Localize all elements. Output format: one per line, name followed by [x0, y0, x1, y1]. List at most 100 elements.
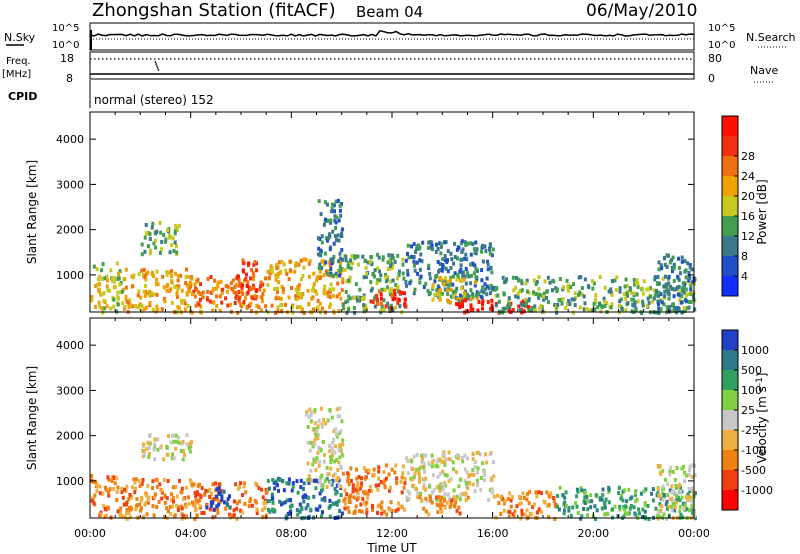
power-cell-1434 — [676, 292, 680, 297]
velocity-cell-515 — [329, 460, 333, 464]
velocity-cell-653 — [346, 505, 350, 510]
velocity-cell-54 — [107, 490, 111, 495]
velocity-cell-1231 — [691, 463, 695, 467]
velocity-cell-45 — [104, 487, 108, 492]
power-cell-2 — [95, 267, 99, 272]
power-cell-747 — [344, 258, 348, 263]
power-cell-138 — [154, 281, 158, 286]
power-cell-445 — [287, 277, 291, 282]
velocity-cell-1157 — [601, 493, 605, 497]
velocity-cell-549 — [330, 446, 334, 451]
velocity-cell-564 — [328, 408, 332, 412]
velocity-cell-901 — [473, 489, 477, 494]
power-cell-1493 — [657, 260, 661, 265]
power-cell-425 — [281, 290, 285, 295]
velocity-cell-1014 — [508, 491, 512, 496]
velocity-cell-863 — [464, 498, 468, 503]
power-cell-1427 — [667, 281, 671, 286]
power-cell-580 — [322, 222, 326, 227]
velocity-cell-831 — [408, 491, 411, 496]
velocity-cell-100 — [162, 477, 166, 482]
velocity-cell-1236 — [674, 483, 678, 488]
power-cell-845 — [459, 267, 463, 272]
power-cell-393 — [301, 274, 305, 278]
power-cell-1122 — [465, 309, 468, 314]
velocity-cell-320 — [195, 490, 199, 495]
velocity-cell-361 — [209, 503, 213, 508]
power-cell-200 — [173, 231, 177, 236]
power-cell-331 — [196, 277, 200, 282]
power-cell-1084 — [433, 292, 437, 297]
power-cell-794 — [379, 301, 383, 306]
power-cell-1180 — [670, 308, 674, 313]
power-cell-43 — [106, 278, 109, 283]
velocity-cell-1051 — [664, 502, 668, 507]
power-cell-18 — [102, 291, 106, 296]
velocity-cell-903 — [471, 452, 475, 456]
velocity-cell-116 — [131, 485, 134, 490]
velocity-colorbar-label-0: -1000 — [741, 484, 773, 497]
power-cell-1245 — [646, 296, 650, 301]
power-cell-684 — [389, 261, 393, 266]
velocity-cell-907 — [476, 466, 480, 471]
velocity-cell-236 — [239, 508, 243, 513]
velocity-cell-114 — [144, 491, 148, 496]
power-cell-1069 — [449, 287, 453, 292]
velocity-cell-92 — [178, 478, 181, 483]
velocity-cell-66 — [96, 484, 100, 489]
power-cell-988 — [453, 241, 457, 246]
power-cell-1454 — [684, 299, 688, 304]
power-cell-730 — [401, 262, 405, 267]
power-cell-1513 — [687, 270, 691, 275]
power-cell-212 — [143, 235, 147, 240]
power-cell-587 — [338, 256, 342, 261]
velocity-cell-1113 — [629, 504, 633, 508]
velocity-cell-740 — [390, 467, 394, 472]
power-cell-120 — [162, 285, 166, 290]
velocity-cell-699 — [355, 467, 359, 472]
velocity-cell-19 — [119, 506, 123, 511]
power-cell-499 — [295, 297, 299, 302]
freq-dip-dot-3 — [156, 67, 159, 69]
power-cell-47 — [102, 298, 106, 303]
velocity-cell-53 — [91, 496, 94, 501]
freq-tick-bottom: 8 — [66, 72, 73, 85]
freq-panel-frame — [89, 51, 695, 80]
power-cell-998 — [443, 278, 447, 283]
velocity-cell-463 — [334, 501, 338, 506]
power-cell-215 — [172, 248, 176, 253]
power-cell-727 — [401, 257, 405, 262]
velocity-cell-724 — [362, 466, 366, 471]
velocity-cell-370 — [320, 514, 324, 519]
power-cell-150 — [132, 273, 136, 278]
power-cell-62 — [113, 284, 117, 289]
velocity-cell-1183 — [675, 498, 679, 503]
power-cell-144 — [188, 289, 192, 294]
power-cell-164 — [147, 289, 151, 294]
power-cell-1464 — [663, 262, 667, 267]
power-cell-553 — [312, 271, 316, 276]
velocity-cell-57 — [125, 502, 128, 507]
power-cell-1332 — [562, 285, 565, 290]
power-cell-86 — [179, 273, 183, 278]
velocity-cell-736 — [384, 476, 388, 481]
power-cell-132 — [183, 307, 187, 312]
velocity-cell-278 — [235, 506, 239, 511]
velocity-cell-1153 — [642, 489, 646, 494]
power-cell-790 — [393, 292, 397, 297]
power-cell-301 — [259, 284, 263, 289]
velocity-cell-350 — [217, 502, 221, 507]
velocity-cell-488 — [314, 507, 318, 512]
power-cell-777 — [344, 254, 348, 259]
power-cell-410 — [329, 289, 332, 294]
power-cell-1453 — [657, 267, 661, 272]
power-cell-1442 — [671, 255, 675, 260]
power-cell-1312 — [580, 292, 584, 297]
power-cell-668 — [398, 304, 402, 309]
power-cell-635 — [336, 198, 340, 203]
velocity-cell-439 — [340, 511, 344, 516]
velocity-cell-678 — [357, 475, 361, 480]
velocity-cell-956 — [453, 503, 457, 508]
power-cell-279 — [193, 294, 197, 299]
velocity-cell-351 — [222, 489, 226, 494]
